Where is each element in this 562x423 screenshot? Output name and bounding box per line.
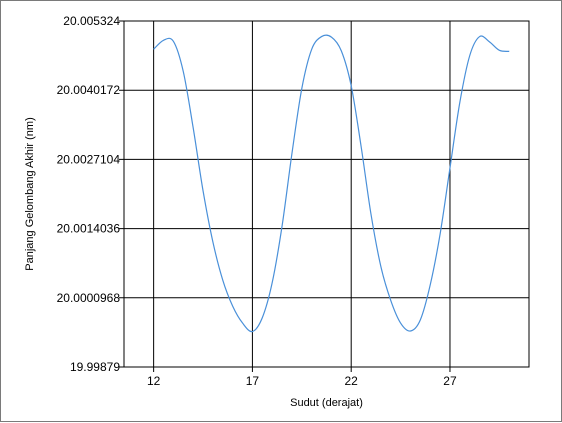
y-axis-title: Panjang Gelombang Akhir (nm) bbox=[24, 117, 36, 270]
plot-area bbox=[123, 20, 530, 368]
y-tick-label: 20.0027104 bbox=[57, 152, 121, 166]
y-tick-label: 19.99879 bbox=[70, 360, 120, 374]
series-line bbox=[153, 34, 510, 333]
y-tick-label: 20.0014036 bbox=[57, 222, 121, 236]
x-tick-label: 12 bbox=[147, 374, 161, 388]
x-tick-label: 17 bbox=[246, 374, 260, 388]
x-axis-title: Sudut (derajat) bbox=[290, 397, 363, 409]
y-tick-label: 20.0000968 bbox=[57, 291, 121, 305]
x-tick-label: 27 bbox=[443, 374, 457, 388]
y-tick-label: 20.005324 bbox=[63, 14, 120, 28]
x-tick-label: 22 bbox=[345, 374, 359, 388]
y-tick-label: 20.0040172 bbox=[57, 83, 121, 97]
